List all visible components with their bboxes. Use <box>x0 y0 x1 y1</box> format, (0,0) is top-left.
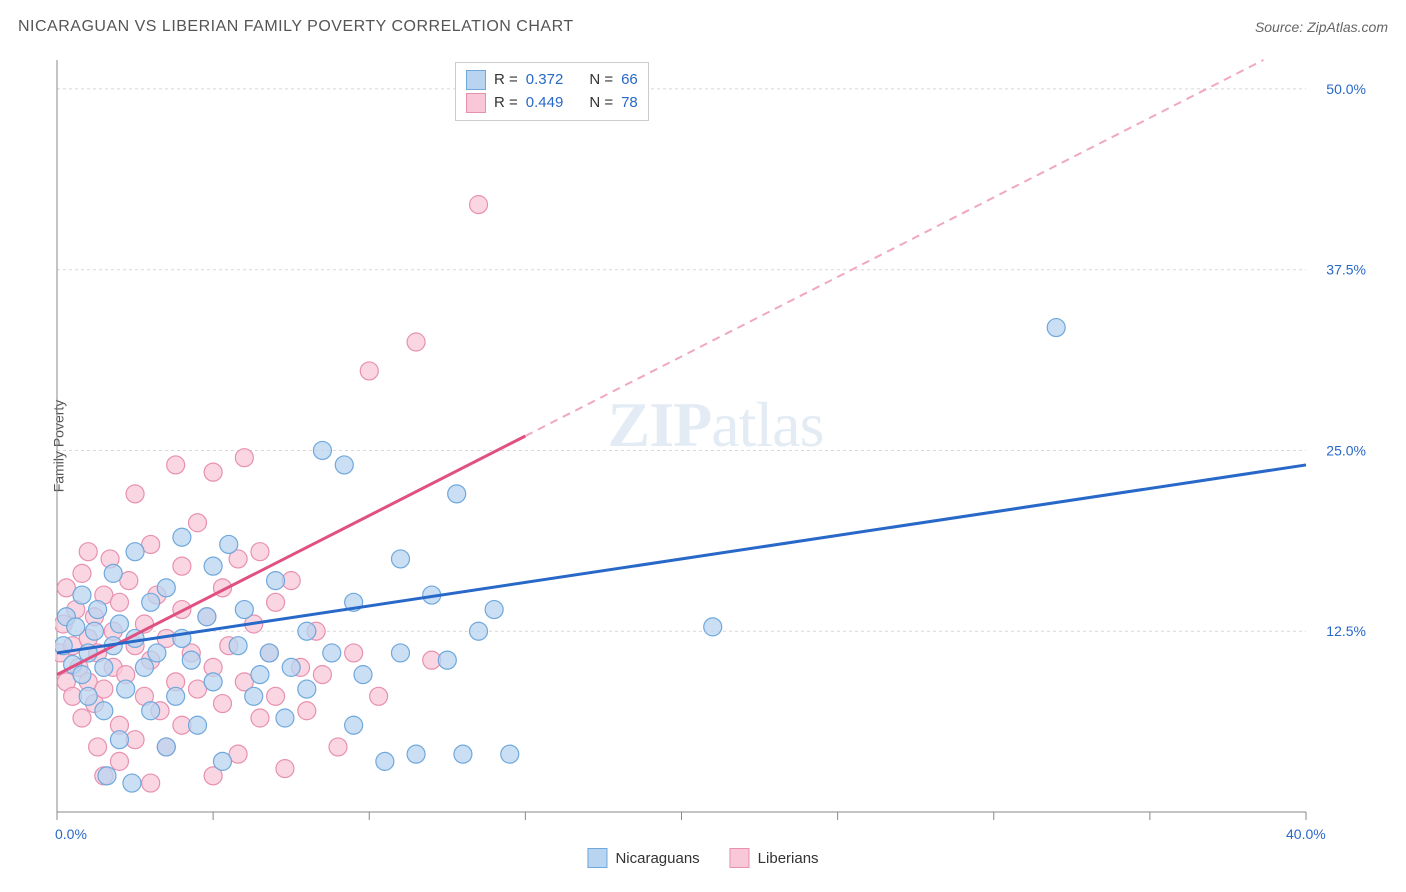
n-label: N = <box>589 69 613 92</box>
stats-row: R = 0.372 N = 66 <box>466 69 638 92</box>
scatter-plot-svg: 12.5% 25.0% 37.5% 50.0% <box>55 50 1376 832</box>
correlation-stats-box: R = 0.372 N = 66 R = 0.449 N = 78 <box>455 62 649 121</box>
x-axis-max-label: 40.0% <box>1286 826 1326 842</box>
source-attribution: Source: ZipAtlas.com <box>1255 19 1388 35</box>
chart-title: NICARAGUAN VS LIBERIAN FAMILY POVERTY CO… <box>18 18 574 36</box>
svg-text:12.5%: 12.5% <box>1326 623 1366 639</box>
svg-text:50.0%: 50.0% <box>1326 81 1366 97</box>
r-value: 0.372 <box>526 69 564 92</box>
series-swatch <box>466 70 486 90</box>
svg-text:25.0%: 25.0% <box>1326 442 1366 458</box>
legend-swatch <box>587 848 607 868</box>
legend-label: Liberians <box>758 850 819 867</box>
stats-row: R = 0.449 N = 78 <box>466 92 638 115</box>
legend-swatch <box>730 848 750 868</box>
legend-item: Nicaraguans <box>587 848 699 868</box>
legend-item: Liberians <box>730 848 819 868</box>
r-value: 0.449 <box>526 92 564 115</box>
n-value: 66 <box>621 69 638 92</box>
series-legend: Nicaraguans Liberians <box>587 848 818 868</box>
svg-text:37.5%: 37.5% <box>1326 262 1366 278</box>
r-label: R = <box>494 92 518 115</box>
chart-plot-area: 12.5%25.0%37.5%50.0% ZIPatlas <box>55 50 1376 832</box>
legend-label: Nicaraguans <box>615 850 699 867</box>
r-label: R = <box>494 69 518 92</box>
n-label: N = <box>589 92 613 115</box>
n-value: 78 <box>621 92 638 115</box>
series-swatch <box>466 93 486 113</box>
x-axis-min-label: 0.0% <box>55 826 87 842</box>
